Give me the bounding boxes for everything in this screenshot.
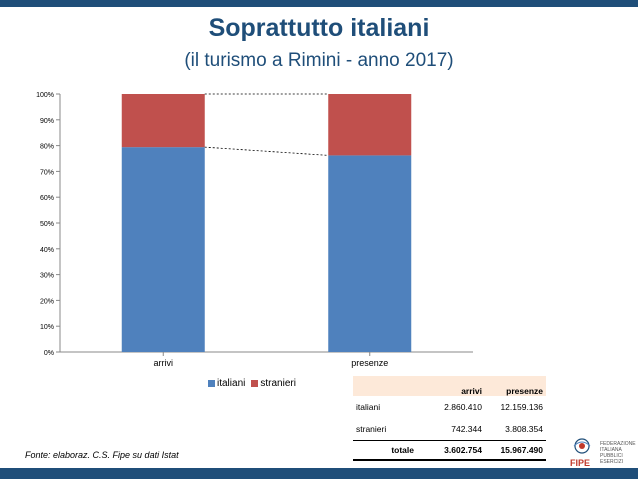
row-label: stranieri [356,424,387,434]
table-header-presenze: presenze [485,376,546,396]
table-row: stranieri 742.344 3.808.354 [353,418,546,441]
cell-arrivi: 2.860.410 [444,402,482,412]
legend-swatch-stranieri [251,380,259,387]
logo-caption: FEDERAZIONE ITALIANA PUBBLICI ESERCIZI [600,441,636,465]
x-tick-label: arrivi [154,358,174,368]
table-row: italiani 2.860.410 12.159.136 [353,396,546,418]
legend-swatch-italiani [208,380,215,387]
bar-italiani-arrivi [121,147,205,352]
fipe-logo [573,438,591,454]
total-presenze: 15.967.490 [485,440,546,461]
bar-stranieri-arrivi [121,94,205,148]
bar-italiani-presenze [328,155,412,352]
y-tick-label: 70% [40,169,54,176]
legend-label-stranieri: stranieri [260,378,296,389]
y-tick-label: 80% [40,144,54,151]
row-label: italiani [356,402,381,412]
y-tick-label: 50% [40,221,54,228]
y-tick-label: 40% [40,247,54,254]
x-tick-label: presenze [351,358,388,368]
slide-subtitle: (il turismo a Rimini - anno 2017) [184,50,454,71]
y-tick-label: 30% [40,273,54,280]
cell-arrivi: 742.344 [451,424,482,434]
total-label: totale [353,440,417,461]
source-note: Fonte: elaboraz. C.S. Fipe su dati Istat [25,450,179,460]
slide-title: Soprattutto italiani [208,14,430,42]
y-tick-label: 0% [44,350,54,357]
y-tick-label: 20% [40,298,54,305]
legend-item-stranieri: stranieri [251,378,296,389]
bar-stranieri-presenze [328,94,412,156]
y-tick-label: 60% [40,195,54,202]
bottom-bar [0,468,638,479]
table-total-row: totale 3.602.754 15.967.490 [353,440,546,461]
top-bar [0,0,638,7]
cell-presenze: 12.159.136 [500,402,543,412]
legend-item-italiani: italiani [208,378,245,389]
cell-presenze: 3.808.354 [505,424,543,434]
table-header-arrivi: arrivi [417,376,485,396]
y-tick-label: 100% [36,92,54,99]
total-arrivi: 3.602.754 [417,440,485,461]
table-header-row: arrivi presenze [353,376,546,396]
logo-wordmark: FIPE [570,458,591,468]
series-connector-line [204,146,329,156]
data-table: arrivi presenze italiani 2.860.410 12.15… [353,376,546,461]
legend-label-italiani: italiani [217,378,246,389]
chart-legend: italiani stranieri [208,378,296,389]
table-header-blank [353,376,417,396]
y-tick-label: 90% [40,118,54,125]
y-tick-label: 10% [40,324,54,331]
